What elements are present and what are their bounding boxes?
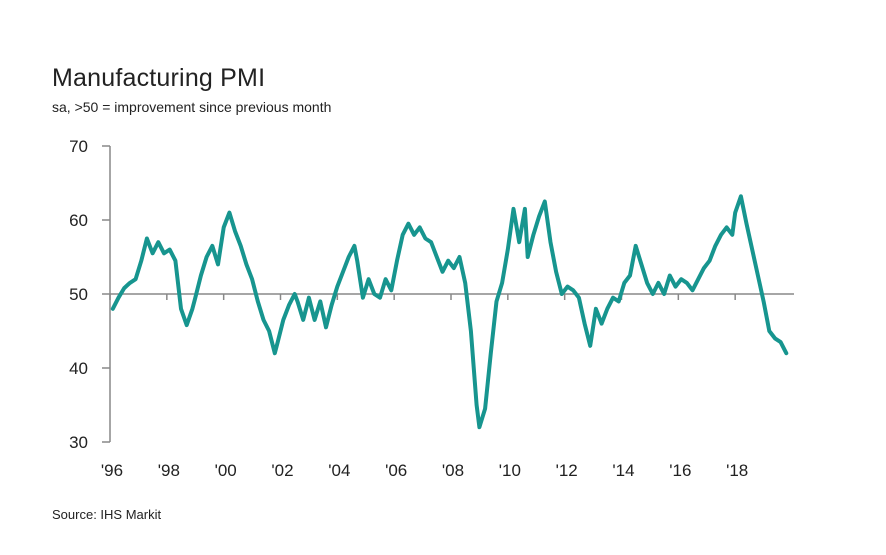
pmi-series-line [110,194,789,430]
chart-source: Source: IHS Markit [52,507,162,522]
x-tick-label: '14 [612,461,634,480]
chart-subtitle: sa, >50 = improvement since previous mon… [52,99,332,115]
x-tick-label: '96 [101,461,123,480]
chart-axes [102,145,794,443]
y-tick-label: 70 [69,137,88,156]
y-tick-label: 60 [69,211,88,230]
x-tick-label: '06 [385,461,407,480]
x-tick-label: '18 [726,461,748,480]
x-tick-label: '08 [442,461,464,480]
y-tick-label: 50 [69,285,88,304]
chart-title: Manufacturing PMI [52,64,266,92]
x-axis-labels: '96 '98 '00 '02 '04 '06 '08 '10 '12 '14 '16 '18 [101,461,748,480]
x-tick-label: '12 [556,461,578,480]
series-group [110,194,789,430]
x-tick-label: '04 [328,461,350,480]
x-tick-label: '10 [499,461,521,480]
y-tick-label: 40 [69,359,88,378]
x-tick-label: '98 [158,461,180,480]
y-tick-label: 30 [69,433,88,452]
x-tick-label: '00 [215,461,237,480]
x-tick-label: '16 [669,461,691,480]
x-tick-label: '02 [271,461,293,480]
y-axis-labels: 70 60 50 40 30 [69,137,88,452]
